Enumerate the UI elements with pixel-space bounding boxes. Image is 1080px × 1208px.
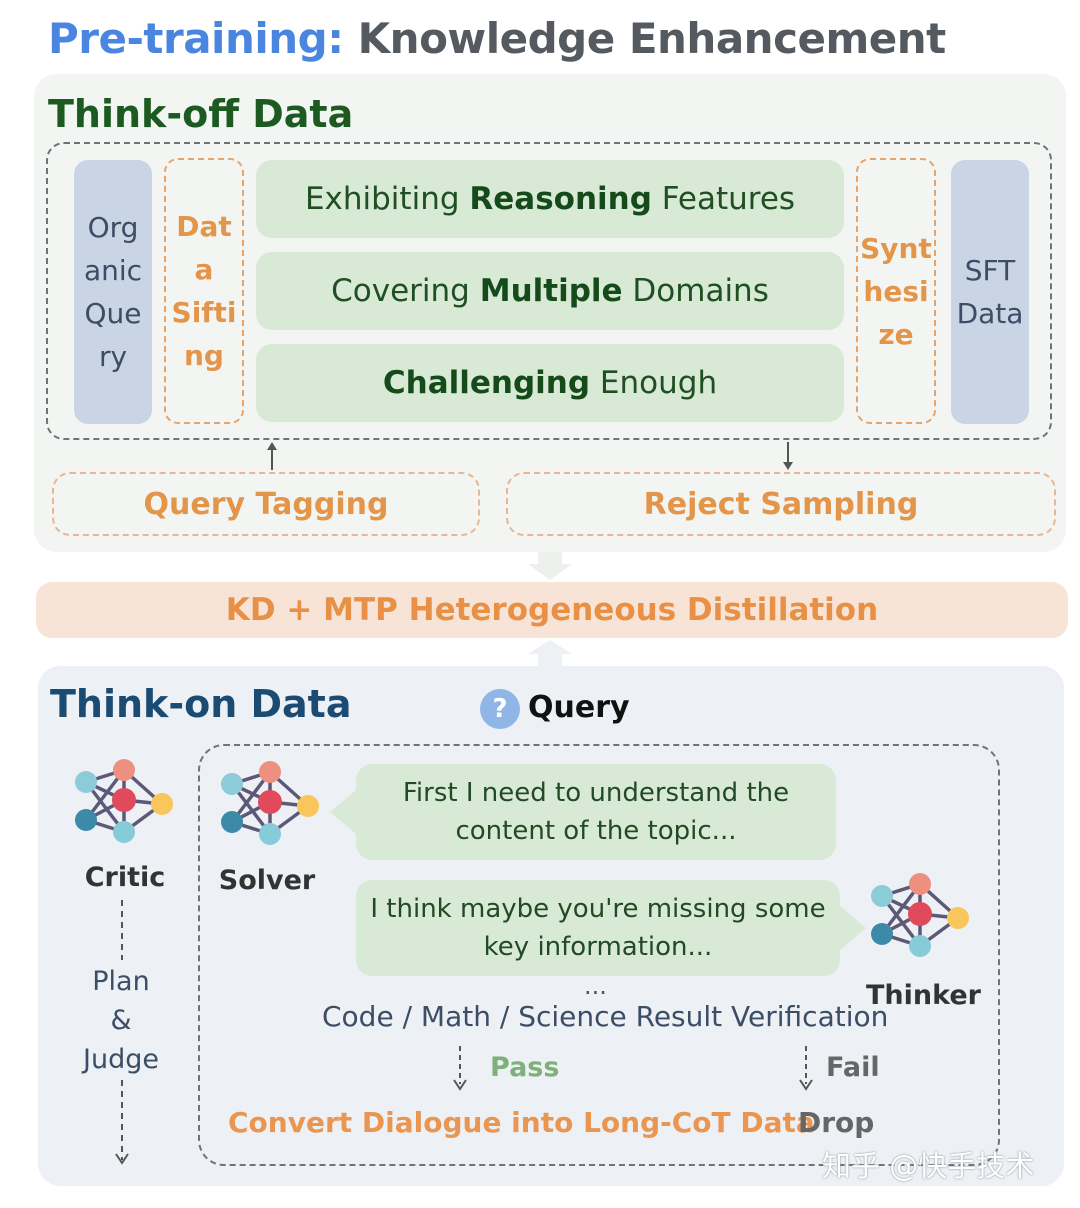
solver-bubble-tail — [330, 790, 356, 834]
reject-sampling-label: Reject Sampling — [643, 486, 919, 522]
bubble-line: I think maybe you're missing some — [370, 894, 826, 924]
think-off-heading: Think-off Data — [48, 92, 354, 136]
organic-query-line: ry — [98, 340, 128, 373]
distillation-label: KD + MTP Heterogeneous Distillation — [225, 592, 879, 628]
synthesize-line: ze — [878, 317, 914, 351]
bubble-line: key information... — [483, 932, 713, 962]
feature-domains: Covering Multiple Domains — [256, 252, 844, 330]
pass-label: Pass — [490, 1052, 560, 1083]
feature-text: Exhibiting — [304, 181, 470, 217]
feature-bold: Multiple — [479, 273, 623, 309]
data-sifting-line: ng — [184, 339, 224, 372]
synthesize-line: Synt — [860, 231, 932, 265]
thinker-bubble-tail — [840, 906, 866, 950]
data-sifting-line: Dat — [176, 210, 232, 243]
feature-reasoning: Exhibiting Reasoning Features — [256, 160, 844, 238]
solver-speech-bubble: First I need to understand the content o… — [356, 764, 836, 860]
organic-query-line: Org — [87, 211, 139, 244]
query-tagging-label: Query Tagging — [143, 486, 389, 522]
title-part2: Knowledge Enhancement — [357, 14, 947, 63]
organic-query-line: anic — [83, 254, 143, 287]
thinker-network-icon — [869, 871, 971, 959]
fail-arrow-icon — [799, 1046, 813, 1091]
sft-data-block: SFT Data — [951, 160, 1029, 424]
distillation-bar: KD + MTP Heterogeneous Distillation — [36, 582, 1068, 638]
think-off-pipeline-box — [46, 142, 1052, 440]
solver-label: Solver — [218, 865, 316, 896]
drop-label: Drop — [798, 1106, 875, 1139]
data-sifting-line: Sifti — [171, 296, 237, 329]
synthesize-line: hesi — [863, 274, 929, 308]
critic-label: Critic — [84, 862, 166, 893]
feature-text: Enough — [590, 365, 718, 401]
sft-data-line: Data — [956, 297, 1024, 330]
verification-text: Code / Math / Science Result Verificatio… — [322, 1000, 889, 1033]
plan-judge-line: & — [110, 1005, 132, 1036]
question-circle-icon: ? — [480, 689, 520, 729]
pass-arrow-icon — [453, 1046, 467, 1091]
thinker-speech-bubble: I think maybe you're missing some key in… — [356, 880, 840, 976]
sft-data-line: SFT — [964, 254, 1016, 287]
thinker-label: Thinker — [866, 980, 981, 1011]
feature-bold: Reasoning — [469, 181, 652, 217]
think-on-heading: Think-on Data — [50, 682, 352, 726]
bubble-line: First I need to understand the — [402, 778, 790, 808]
watermark: 知乎 @快手技术 — [822, 1149, 1035, 1183]
think-on-dialogue-box — [198, 744, 1000, 1166]
ellipsis: ... — [584, 972, 607, 1000]
critic-flow-line — [115, 900, 129, 1165]
organic-query-line: Que — [84, 297, 142, 330]
critic-network-icon — [73, 757, 175, 845]
down-arrow-icon — [783, 442, 793, 470]
page-title: Pre-training: Knowledge Enhancement — [48, 14, 946, 63]
convert-label: Convert Dialogue into Long-CoT Data — [228, 1106, 815, 1139]
plan-judge-text: Plan & Judge — [70, 962, 172, 1079]
solver-network-icon — [219, 759, 321, 847]
data-sifting-line: a — [194, 253, 214, 286]
flow-arrow-up-icon — [528, 640, 572, 666]
title-part1: Pre-training: — [48, 14, 344, 63]
feature-bold: Challenging — [382, 365, 591, 401]
feature-challenging: Challenging Enough — [256, 344, 844, 422]
bubble-line: content of the topic... — [455, 816, 737, 846]
plan-judge-line: Judge — [83, 1044, 159, 1075]
organic-query-block: Org anic Que ry — [74, 160, 152, 424]
data-sifting-block: Dat a Sifti ng — [164, 158, 244, 424]
plan-judge-line: Plan — [92, 966, 150, 997]
feature-text: Domains — [622, 273, 769, 309]
feature-text: Covering — [331, 273, 480, 309]
up-arrow-icon — [267, 442, 277, 470]
query-tagging-box: Query Tagging — [52, 472, 480, 536]
reject-sampling-box: Reject Sampling — [506, 472, 1056, 536]
query-label: Query — [528, 690, 630, 725]
flow-arrow-down-icon — [528, 552, 572, 580]
feature-text: Features — [651, 181, 796, 217]
synthesize-block: Synt hesi ze — [856, 158, 936, 424]
fail-label: Fail — [826, 1052, 880, 1083]
